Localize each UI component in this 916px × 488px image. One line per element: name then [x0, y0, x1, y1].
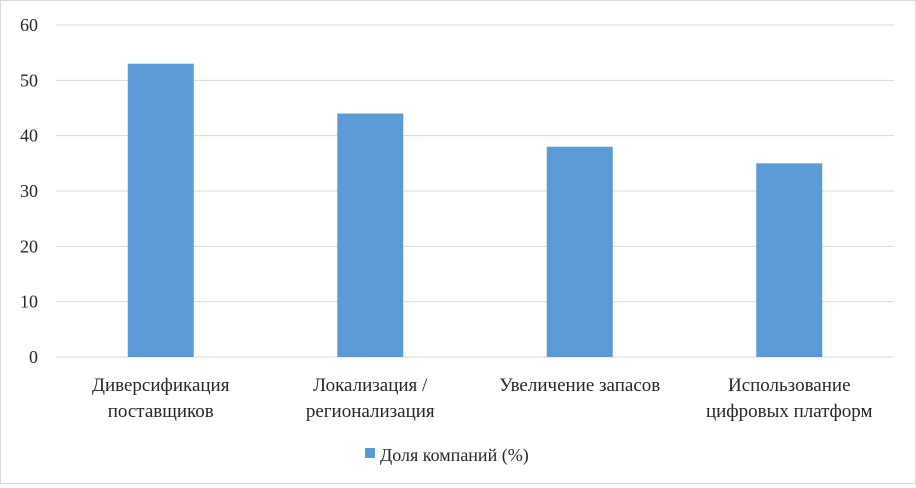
- x-category-label-line: регионализация: [306, 401, 435, 422]
- bars: [127, 63, 823, 358]
- y-tick-label-50: 50: [20, 70, 38, 90]
- y-tick-label-0: 0: [29, 347, 38, 367]
- legend-swatch: [365, 448, 375, 458]
- gridlines: [56, 24, 894, 358]
- x-category-label-4: Использование цифровых платформ: [706, 375, 873, 422]
- x-category-label-line: Локализация /: [313, 375, 428, 396]
- x-category-label-line: Использование: [728, 375, 851, 396]
- y-axis-tick-labels: 0 10 20 30 40 50 60: [20, 15, 38, 367]
- bar-1: [127, 63, 194, 357]
- y-tick-label-40: 40: [20, 126, 38, 146]
- bar-4: [756, 163, 823, 357]
- x-category-label-line: Увеличение запасов: [499, 375, 660, 396]
- x-category-label-3: Увеличение запасов: [499, 375, 660, 396]
- y-tick-label-10: 10: [20, 292, 38, 312]
- y-tick-label-60: 60: [20, 15, 38, 35]
- x-category-label-line: Диверсификация: [92, 375, 230, 396]
- x-axis-category-labels: Диверсификация поставщиков Локализация / ре…: [92, 375, 873, 422]
- bar-2: [337, 113, 404, 358]
- y-tick-label-20: 20: [20, 236, 38, 256]
- x-category-label-line: цифровых платформ: [706, 401, 873, 422]
- x-category-label-2: Локализация / регионализация: [306, 375, 435, 422]
- x-category-label-1: Диверсификация поставщиков: [92, 375, 230, 422]
- bar-3: [546, 146, 613, 357]
- x-category-label-line: поставщиков: [108, 401, 214, 422]
- legend: Доля компаний (%): [365, 445, 529, 466]
- legend-label: Доля компаний (%): [380, 445, 529, 466]
- y-tick-label-30: 30: [20, 181, 38, 201]
